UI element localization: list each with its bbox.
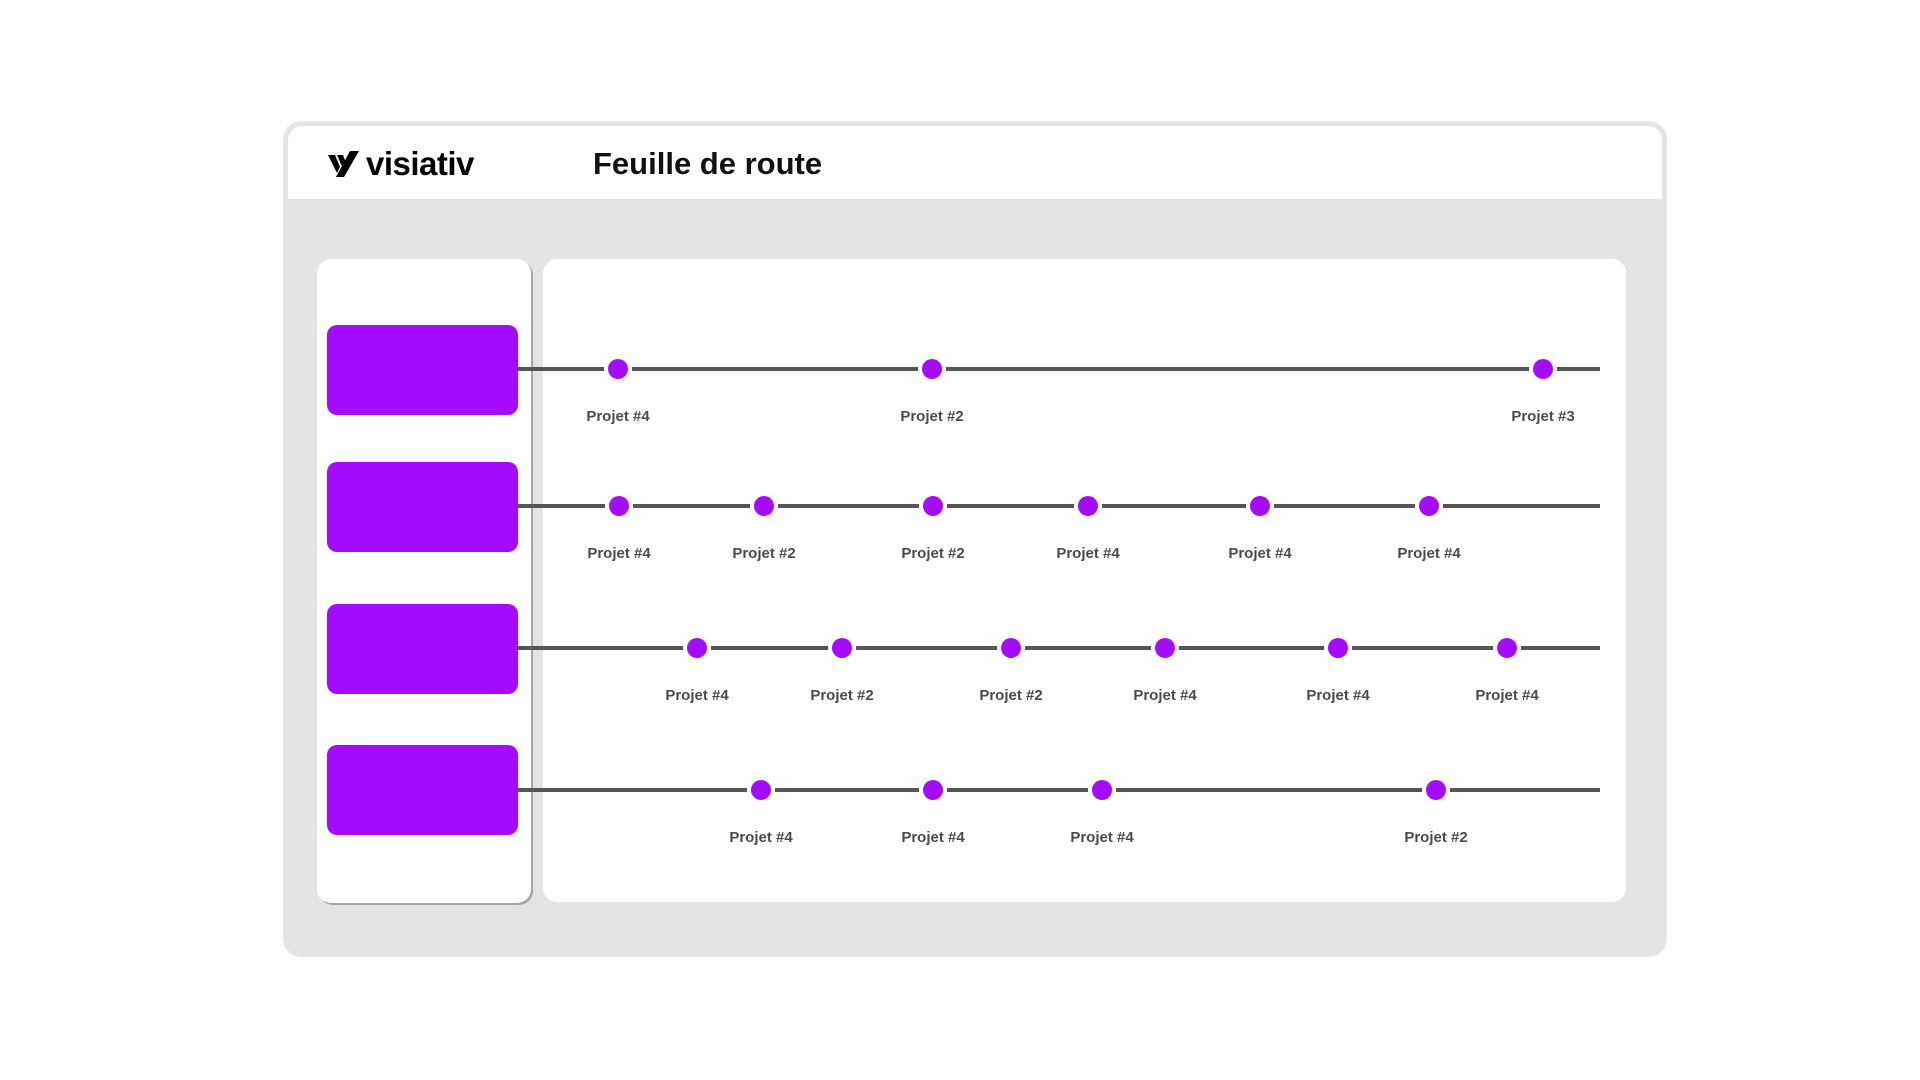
visiativ-logo-icon bbox=[328, 151, 359, 177]
milestone-dot[interactable] bbox=[1328, 638, 1348, 658]
milestone-dot[interactable] bbox=[1426, 780, 1446, 800]
lane-block-3[interactable] bbox=[327, 604, 518, 694]
milestone-label: Projet #4 bbox=[1306, 687, 1370, 704]
milestone-label: Projet #4 bbox=[587, 545, 651, 562]
milestone-dot[interactable] bbox=[832, 638, 852, 658]
milestone-dot[interactable] bbox=[1092, 780, 1112, 800]
milestone-label: Projet #4 bbox=[729, 829, 793, 846]
milestone-label: Projet #2 bbox=[1404, 829, 1467, 846]
logo-text: visiativ bbox=[366, 145, 474, 182]
milestone-dot[interactable] bbox=[922, 359, 942, 379]
milestone-label: Projet #2 bbox=[900, 408, 963, 425]
brand-logo: visiativ bbox=[326, 146, 474, 182]
lane-block-4[interactable] bbox=[327, 745, 518, 835]
milestone-dot[interactable] bbox=[751, 780, 771, 800]
milestone-label: Projet #2 bbox=[732, 545, 795, 562]
page-title: Feuille de route bbox=[593, 146, 823, 181]
header-bar: visiativ Feuille de route bbox=[288, 126, 1662, 199]
lane-block-2[interactable] bbox=[327, 462, 518, 552]
milestone-dot[interactable] bbox=[1250, 496, 1270, 516]
milestone-label: Projet #2 bbox=[810, 687, 873, 704]
milestone-label: Projet #4 bbox=[1228, 545, 1292, 562]
milestone-label: Projet #4 bbox=[1133, 687, 1197, 704]
milestone-dot[interactable] bbox=[1533, 359, 1553, 379]
milestone-dot[interactable] bbox=[923, 496, 943, 516]
milestone-dot[interactable] bbox=[1001, 638, 1021, 658]
milestone-label: Projet #2 bbox=[979, 687, 1042, 704]
milestone-label: Projet #2 bbox=[901, 545, 964, 562]
milestone-label: Projet #4 bbox=[901, 829, 965, 846]
milestone-label: Projet #4 bbox=[665, 687, 729, 704]
milestone-dot[interactable] bbox=[608, 359, 628, 379]
milestone-dot[interactable] bbox=[1078, 496, 1098, 516]
milestone-dot[interactable] bbox=[687, 638, 707, 658]
milestone-dot[interactable] bbox=[1497, 638, 1517, 658]
milestone-dot[interactable] bbox=[1155, 638, 1175, 658]
milestone-label: Projet #4 bbox=[586, 408, 650, 425]
milestone-label: Projet #4 bbox=[1475, 687, 1539, 704]
milestone-dot[interactable] bbox=[1419, 496, 1439, 516]
milestone-label: Projet #3 bbox=[1511, 408, 1574, 425]
roadmap-timelines: Projet #4 Projet #2 Projet #3 Projet #4 Proj… bbox=[517, 355, 1600, 846]
milestone-label: Projet #4 bbox=[1070, 829, 1134, 846]
milestone-dot[interactable] bbox=[609, 496, 629, 516]
roadmap-window: visiativ Feuille de route Projet #4 Proje… bbox=[283, 121, 1667, 957]
milestone-dot[interactable] bbox=[923, 780, 943, 800]
milestone-label: Projet #4 bbox=[1397, 545, 1461, 562]
milestone-label: Projet #4 bbox=[1056, 545, 1120, 562]
milestone-dot[interactable] bbox=[754, 496, 774, 516]
lane-block-1[interactable] bbox=[327, 325, 518, 415]
